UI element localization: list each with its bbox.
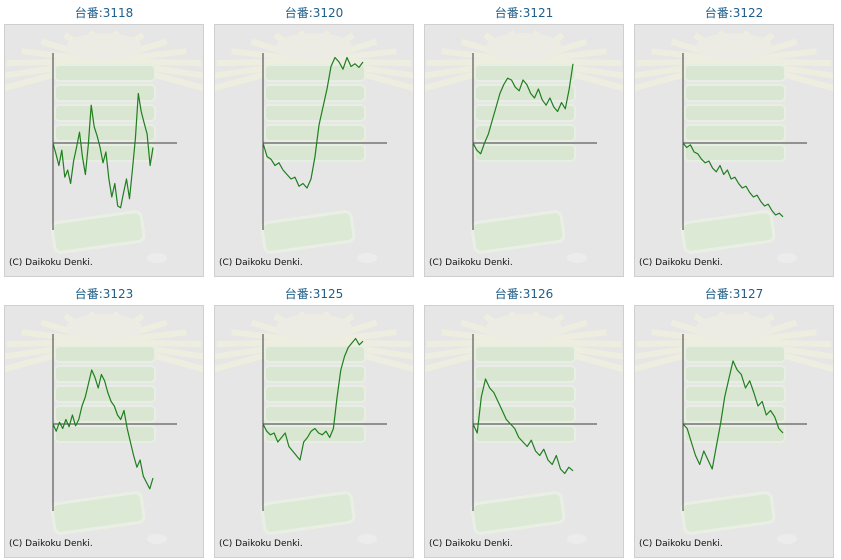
series-line: [682, 142, 784, 218]
chart-svg: [635, 311, 833, 544]
chart-panel: (C) Daikoku Denki.: [214, 24, 414, 277]
series-line: [682, 360, 784, 470]
chart-panel: (C) Daikoku Denki.: [4, 305, 204, 558]
machine-watermark: [635, 30, 833, 263]
series-line: [52, 92, 154, 209]
chart-svg: [215, 311, 413, 544]
chart-panel: (C) Daikoku Denki.: [424, 24, 624, 277]
copyright-text: (C) Daikoku Denki.: [219, 539, 303, 549]
chart-title: 台番:3120: [284, 6, 344, 20]
copyright-text: (C) Daikoku Denki.: [639, 258, 723, 268]
chart-title: 台番:3122: [704, 6, 764, 20]
chart-title: 台番:3118: [74, 6, 134, 20]
chart-panel: (C) Daikoku Denki.: [634, 24, 834, 277]
series-line: [262, 337, 364, 461]
machine-watermark: [5, 30, 203, 263]
chart-title: 台番:3127: [704, 287, 764, 301]
machine-watermark: [425, 30, 623, 263]
chart-panel: (C) Daikoku Denki.: [214, 305, 414, 558]
chart-svg: [425, 30, 623, 263]
machine-watermark: [5, 311, 203, 544]
chart-panel: (C) Daikoku Denki.: [634, 305, 834, 558]
copyright-text: (C) Daikoku Denki.: [429, 258, 513, 268]
copyright-text: (C) Daikoku Denki.: [429, 539, 513, 549]
series-line: [472, 63, 574, 155]
series-line: [52, 369, 154, 490]
copyright-text: (C) Daikoku Denki.: [639, 539, 723, 549]
copyright-text: (C) Daikoku Denki.: [9, 258, 93, 268]
chart-svg: [425, 311, 623, 544]
machine-watermark: [425, 311, 623, 544]
machine-watermark: [635, 311, 833, 544]
chart-title: 台番:3121: [494, 6, 554, 20]
series-line: [472, 378, 574, 475]
chart-title: 台番:3125: [284, 287, 344, 301]
chart-title: 台番:3123: [74, 287, 134, 301]
chart-svg: [5, 30, 203, 263]
chart-panel: (C) Daikoku Denki.: [4, 24, 204, 277]
chart-svg: [5, 311, 203, 544]
copyright-text: (C) Daikoku Denki.: [9, 539, 93, 549]
series-line: [262, 56, 364, 189]
machine-watermark: [215, 30, 413, 263]
chart-svg: [635, 30, 833, 263]
chart-title: 台番:3126: [494, 287, 554, 301]
chart-svg: [215, 30, 413, 263]
chart-panel: (C) Daikoku Denki.: [424, 305, 624, 558]
copyright-text: (C) Daikoku Denki.: [219, 258, 303, 268]
machine-watermark: [215, 311, 413, 544]
